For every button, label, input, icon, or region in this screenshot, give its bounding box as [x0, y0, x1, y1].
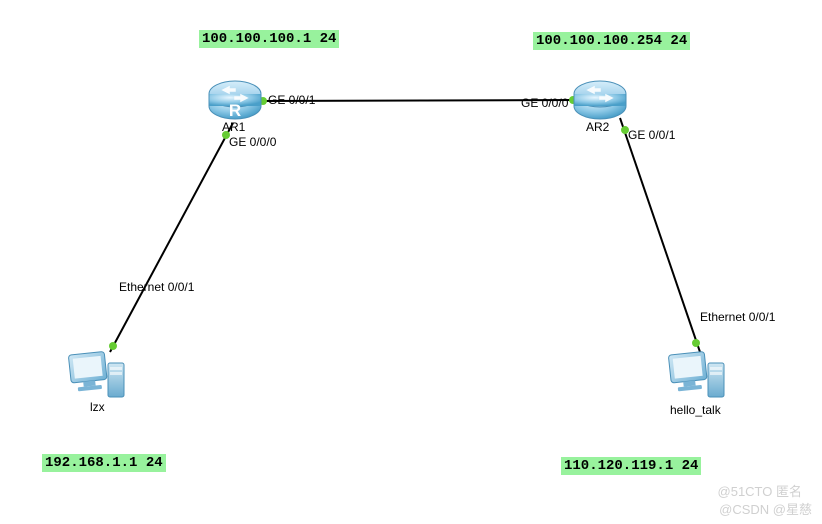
- device-label-ar2: AR2: [586, 120, 609, 134]
- port-label-ar1-ge000: GE 0/0/0: [229, 135, 276, 149]
- port-status-dots: [109, 96, 700, 350]
- device-label-hello-talk: hello_talk: [670, 403, 721, 417]
- topology-canvas: R: [0, 0, 822, 524]
- link-ar1-lzx: [110, 123, 233, 352]
- links-layer: [110, 100, 700, 352]
- router-ar2[interactable]: [574, 81, 626, 119]
- port-label-ar1-ge001: GE 0/0/1: [268, 93, 315, 107]
- port-label-ar2-ge000: GE 0/0/0: [521, 96, 568, 110]
- port-label-hello-eth: Ethernet 0/0/1: [700, 310, 775, 324]
- port-label-ar2-ge001: GE 0/0/1: [628, 128, 675, 142]
- port-label-lzx-eth: Ethernet 0/0/1: [119, 280, 194, 294]
- device-label-lzx: lzx: [90, 400, 105, 414]
- ip-label-ar1: 100.100.100.1 24: [199, 30, 339, 48]
- watermark-csdn: @CSDN @星慈: [719, 499, 812, 518]
- link-ar2-hello: [620, 118, 700, 352]
- device-label-ar1: AR1: [222, 120, 245, 134]
- host-hello-talk[interactable]: [668, 351, 724, 397]
- ip-label-hello-talk: 110.120.119.1 24: [561, 457, 701, 475]
- watermark-cto: @51CTO 匿名: [718, 481, 802, 500]
- svg-text:R: R: [229, 101, 241, 120]
- host-lzx[interactable]: [68, 351, 124, 397]
- ip-label-ar2: 100.100.100.254 24: [533, 32, 690, 50]
- router-ar1[interactable]: R: [209, 81, 261, 120]
- ip-label-lzx: 192.168.1.1 24: [42, 454, 166, 472]
